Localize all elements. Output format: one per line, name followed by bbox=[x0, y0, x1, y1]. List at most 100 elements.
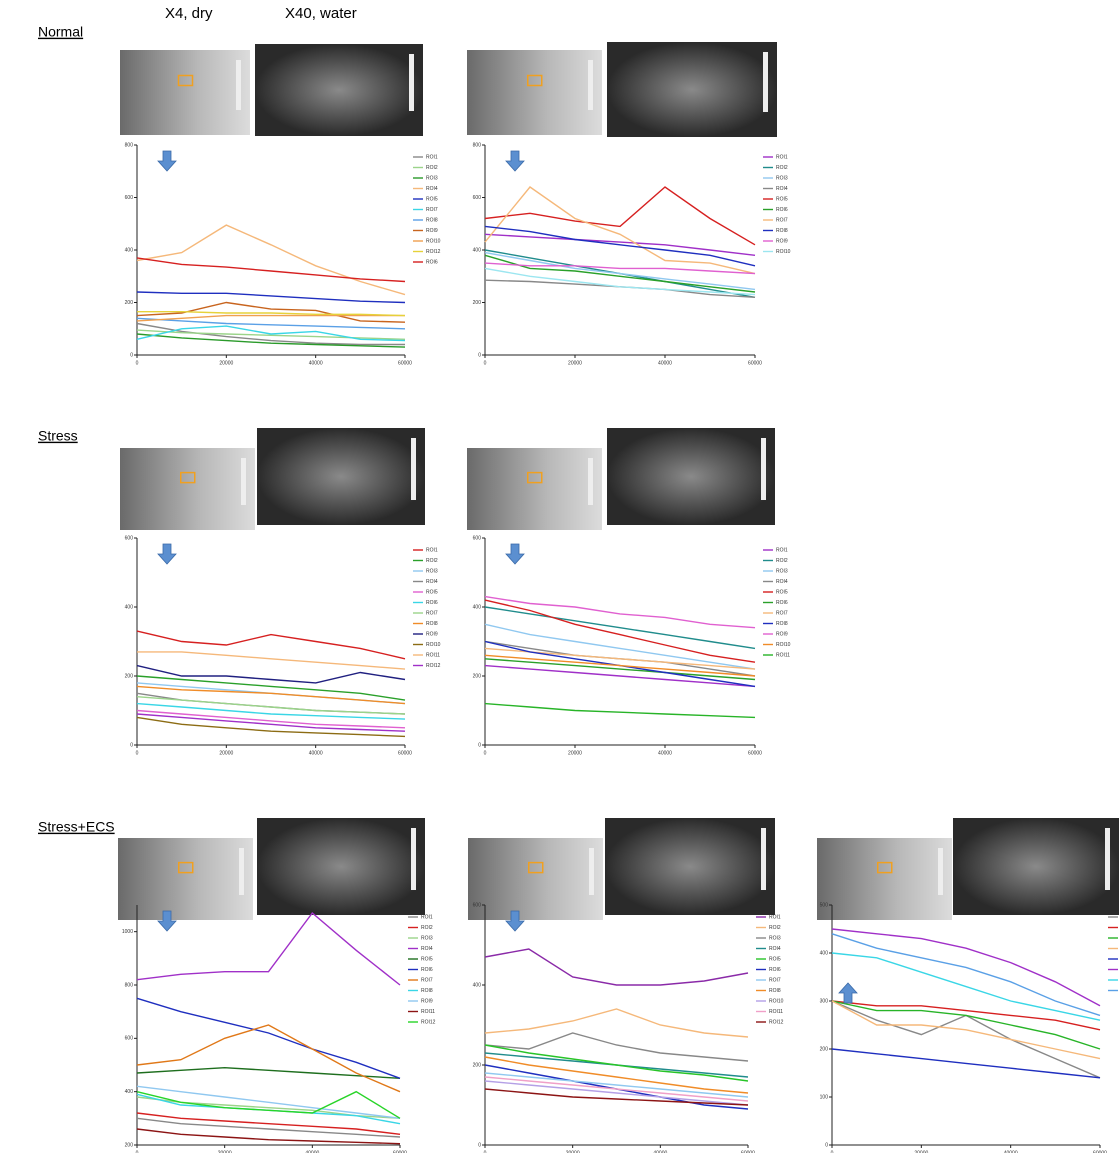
y-tick-label: 0 bbox=[478, 1142, 481, 1148]
legend-label: ROI2 bbox=[776, 165, 788, 171]
scale-bar bbox=[411, 438, 416, 500]
y-tick-label: 400 bbox=[125, 604, 134, 610]
y-tick-label: 500 bbox=[820, 902, 829, 908]
micrograph-x40 bbox=[257, 818, 425, 915]
micrograph-x4 bbox=[118, 838, 253, 920]
series-line bbox=[136, 1090, 401, 1119]
legend-label: ROI3 bbox=[426, 175, 438, 181]
micrograph-x40 bbox=[607, 42, 777, 137]
y-tick-label: 600 bbox=[473, 902, 482, 908]
series-line bbox=[136, 696, 406, 715]
series-line bbox=[136, 301, 406, 323]
y-tick-label: 300 bbox=[820, 998, 829, 1004]
arrow bbox=[505, 150, 525, 172]
series-line bbox=[136, 685, 406, 705]
series-line bbox=[136, 224, 406, 296]
legend-label: ROI9 bbox=[421, 998, 433, 1004]
series-line bbox=[136, 314, 405, 322]
roi-box bbox=[527, 471, 543, 484]
roi-box bbox=[877, 861, 893, 874]
legend-label: ROI9 bbox=[426, 631, 438, 637]
series-line bbox=[136, 1117, 401, 1138]
y-tick-label: 800 bbox=[125, 982, 134, 988]
series-line bbox=[136, 630, 406, 660]
micrographs bbox=[118, 42, 1119, 920]
series-line bbox=[831, 1048, 1101, 1079]
roi-box bbox=[180, 471, 196, 484]
series-line bbox=[136, 713, 406, 732]
legend-label: ROI1 bbox=[426, 154, 438, 160]
series-line bbox=[136, 1085, 401, 1119]
series-line bbox=[484, 1064, 749, 1110]
section-label: Normal bbox=[38, 24, 83, 40]
y-tick-label: 600 bbox=[473, 535, 482, 541]
x-tick-label: 20000 bbox=[566, 1150, 580, 1153]
image-label: X4, dry bbox=[165, 5, 213, 22]
legend-label: ROI11 bbox=[776, 652, 790, 658]
scale-bar bbox=[589, 848, 594, 895]
legend-label: ROI4 bbox=[426, 186, 438, 192]
series-line bbox=[484, 279, 756, 298]
legend-label: ROI11 bbox=[421, 1009, 435, 1015]
x-tick-label: 40000 bbox=[653, 1150, 667, 1153]
scale-bar bbox=[411, 828, 416, 890]
y-tick-label: 400 bbox=[125, 1089, 134, 1095]
series-line bbox=[831, 1000, 1101, 1079]
x-tick-label: 60000 bbox=[741, 1150, 755, 1153]
series-line bbox=[136, 1128, 401, 1145]
series-line bbox=[137, 311, 406, 317]
x-tick-label: 60000 bbox=[748, 360, 762, 366]
series-line bbox=[136, 325, 406, 342]
legend-label: ROI1 bbox=[421, 914, 433, 920]
legend-label: ROI12 bbox=[426, 249, 441, 255]
series-line bbox=[484, 1080, 749, 1106]
series-line bbox=[484, 1044, 749, 1082]
series-line bbox=[484, 599, 756, 663]
series-line bbox=[136, 1093, 401, 1125]
arrow bbox=[157, 910, 177, 932]
legend-label: ROI3 bbox=[776, 568, 788, 574]
series-line bbox=[136, 257, 406, 283]
legend-label: ROI4 bbox=[776, 186, 788, 192]
scale-bar bbox=[938, 848, 943, 895]
y-tick-label: 200 bbox=[125, 300, 134, 306]
x-tick-label: 40000 bbox=[658, 750, 672, 756]
legend-label: ROI7 bbox=[776, 217, 788, 223]
legend-label: ROI8 bbox=[776, 228, 788, 234]
micrograph-x4 bbox=[467, 50, 602, 135]
scale-bar bbox=[761, 828, 766, 890]
series-line bbox=[484, 1032, 749, 1062]
series-line bbox=[136, 997, 401, 1079]
series-line bbox=[136, 317, 406, 330]
series-line bbox=[484, 606, 756, 650]
series-line bbox=[136, 329, 406, 340]
y-tick-label: 100 bbox=[820, 1094, 829, 1100]
scale-bar bbox=[409, 54, 414, 111]
series-line bbox=[136, 1112, 401, 1135]
series-line bbox=[484, 654, 756, 677]
legend-label: ROI12 bbox=[769, 1019, 784, 1025]
legend-label: ROI6 bbox=[769, 967, 781, 973]
y-tick-label: 200 bbox=[473, 1062, 482, 1068]
x-tick-label: 0 bbox=[484, 750, 487, 756]
series-line bbox=[831, 952, 1101, 1021]
series-line bbox=[136, 709, 406, 729]
legend-label: ROI2 bbox=[426, 165, 438, 171]
legend-label: ROI2 bbox=[769, 925, 781, 931]
legend-label: ROI4 bbox=[769, 946, 781, 952]
series-line bbox=[484, 623, 756, 670]
scale-bar bbox=[1105, 828, 1110, 890]
legend-label: ROI6 bbox=[776, 600, 788, 606]
series-line bbox=[484, 225, 756, 267]
legend-label: ROI5 bbox=[776, 196, 788, 202]
arrow bbox=[157, 150, 177, 172]
legend-label: ROI6 bbox=[421, 967, 433, 973]
y-tick-label: 600 bbox=[125, 195, 134, 201]
series-line bbox=[484, 664, 756, 688]
legend-label: ROI4 bbox=[426, 579, 438, 585]
arrow bbox=[505, 543, 525, 565]
y-tick-label: 200 bbox=[473, 673, 482, 679]
scale-bar bbox=[761, 438, 766, 500]
series-line bbox=[484, 254, 756, 293]
x-tick-label: 40000 bbox=[305, 1150, 319, 1153]
